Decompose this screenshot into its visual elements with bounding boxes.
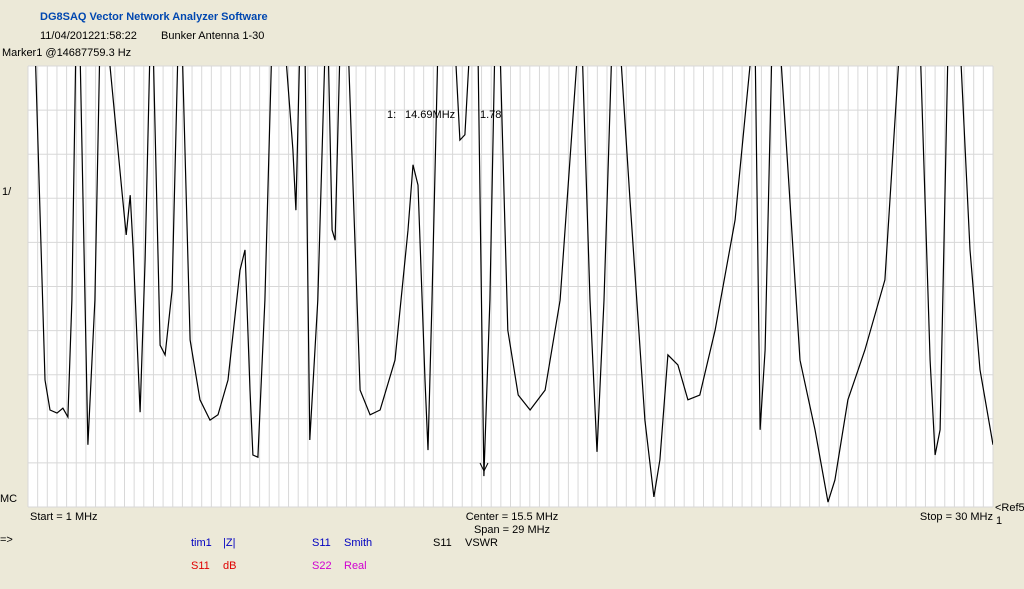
legend-trace-name[interactable]: S11	[433, 537, 452, 549]
measurement-name: Bunker Antenna 1-30	[161, 30, 264, 42]
marker-arrow	[479, 458, 489, 473]
start-freq: Start = 1 MHz	[30, 511, 98, 523]
center-freq: Center = 15.5 MHz	[466, 511, 559, 523]
arrow-label[interactable]: =>	[0, 534, 13, 546]
legend-trace-mode[interactable]: VSWR	[465, 537, 498, 549]
marker-value: 1.78	[480, 109, 501, 121]
legend-trace-name[interactable]: tim1	[191, 537, 212, 549]
legend-trace-mode[interactable]: |Z|	[223, 537, 235, 549]
marker-id: 1:	[387, 109, 396, 121]
legend-trace-name[interactable]: S22	[312, 560, 332, 572]
span: Span = 29 MHz	[474, 524, 550, 536]
legend-trace-mode[interactable]: dB	[223, 560, 236, 572]
app-title: DG8SAQ Vector Network Analyzer Software	[40, 11, 268, 23]
side-label: 1/	[2, 186, 12, 198]
vswr-trace	[35, 66, 993, 503]
legend-trace-name[interactable]: S11	[312, 537, 331, 549]
legend-trace-name[interactable]: S11	[191, 560, 210, 572]
stop-freq: Stop = 30 MHz	[920, 511, 993, 523]
date: 11/04/2012	[40, 30, 94, 42]
time: 21:58:22	[94, 30, 137, 42]
ref-label: <Ref5	[995, 502, 1024, 514]
legend-trace-mode[interactable]: Smith	[344, 537, 372, 549]
ref-value: 1	[996, 515, 1002, 527]
marker-freq: 14.69MHz	[405, 109, 455, 121]
legend-trace-mode[interactable]: Real	[344, 560, 367, 572]
side-label: MC	[0, 493, 17, 505]
marker-info: Marker1 @14687759.3 Hz	[2, 47, 131, 59]
